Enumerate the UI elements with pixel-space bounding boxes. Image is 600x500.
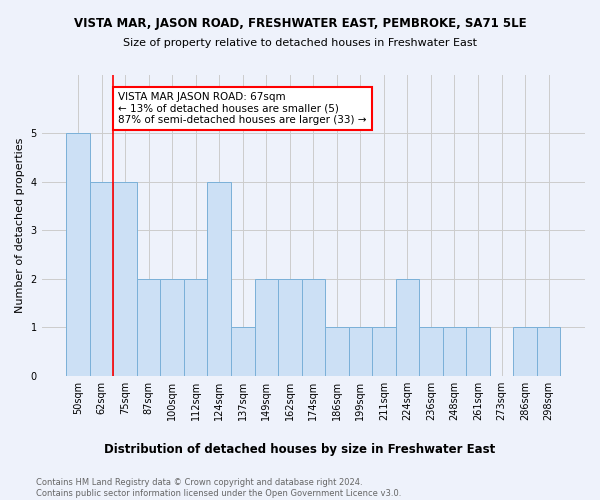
Bar bbox=[113, 182, 137, 376]
Text: Contains HM Land Registry data © Crown copyright and database right 2024.
Contai: Contains HM Land Registry data © Crown c… bbox=[36, 478, 401, 498]
Bar bbox=[302, 278, 325, 376]
Bar bbox=[325, 328, 349, 376]
Bar bbox=[231, 328, 254, 376]
Text: VISTA MAR, JASON ROAD, FRESHWATER EAST, PEMBROKE, SA71 5LE: VISTA MAR, JASON ROAD, FRESHWATER EAST, … bbox=[74, 18, 526, 30]
Bar bbox=[67, 133, 90, 376]
Bar bbox=[443, 328, 466, 376]
Bar bbox=[372, 328, 395, 376]
Y-axis label: Number of detached properties: Number of detached properties bbox=[15, 138, 25, 313]
Bar bbox=[137, 278, 160, 376]
Bar bbox=[160, 278, 184, 376]
Bar bbox=[278, 278, 302, 376]
Text: VISTA MAR JASON ROAD: 67sqm
← 13% of detached houses are smaller (5)
87% of semi: VISTA MAR JASON ROAD: 67sqm ← 13% of det… bbox=[118, 92, 367, 125]
Bar bbox=[254, 278, 278, 376]
Bar bbox=[208, 182, 231, 376]
Bar bbox=[419, 328, 443, 376]
Bar bbox=[349, 328, 372, 376]
Bar bbox=[537, 328, 560, 376]
Bar bbox=[466, 328, 490, 376]
Text: Distribution of detached houses by size in Freshwater East: Distribution of detached houses by size … bbox=[104, 442, 496, 456]
Bar bbox=[90, 182, 113, 376]
Bar bbox=[184, 278, 208, 376]
Text: Size of property relative to detached houses in Freshwater East: Size of property relative to detached ho… bbox=[123, 38, 477, 48]
Bar bbox=[395, 278, 419, 376]
Bar bbox=[513, 328, 537, 376]
